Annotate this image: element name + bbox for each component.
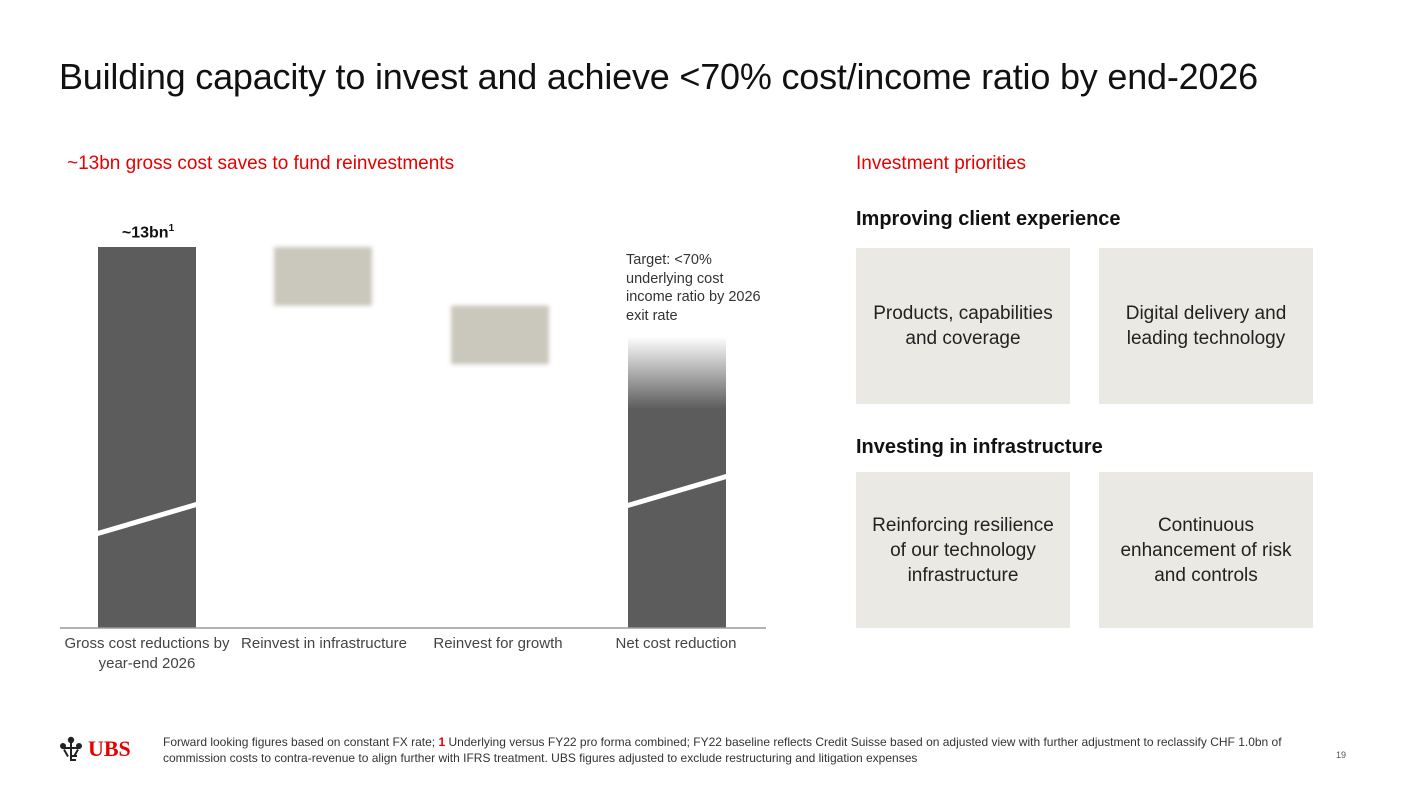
bar-1 [98,247,196,628]
axis-break-mark-2 [625,473,729,509]
group-heading-infrastructure: Investing in infrastructure [856,436,1103,458]
footnote: Forward looking figures based on constan… [163,734,1293,766]
bar-2 [274,247,372,306]
right-section-heading: Investment priorities [856,153,1027,174]
priority-box-digital: Digital delivery and leading technology [1099,248,1313,404]
priority-box-products: Products, capabilities and coverage [856,248,1070,404]
footnote-post: Underlying versus FY22 pro forma combine… [163,735,1282,765]
bar-3 [451,305,549,365]
total-value-text: ~13bn [121,224,169,242]
axis-break-mark-1 [95,501,199,537]
waterfall-chart [60,247,766,629]
total-value-label: ~13bn1 [98,223,198,242]
x-label-gross: Gross cost reductions by year-end 2026 [64,635,230,672]
x-label-net: Net cost reduction [615,635,737,652]
footnote-pre: Forward looking figures based on constan… [163,735,439,749]
target-annotation: Target: <70% underlying cost income rati… [626,252,761,324]
keys-icon [60,736,82,761]
page-title: Building capacity to invest and achieve … [59,56,1258,97]
logo-text: UBS [88,736,131,761]
x-label-growth: Reinvest for growth [433,635,563,652]
page-number: 19 [1336,750,1347,760]
priority-box-resilience: Reinforcing resilience of our technology… [856,472,1070,628]
x-label-infrastructure: Reinvest in infrastructure [241,635,407,652]
footnote-marker: 1 [438,735,446,749]
group-heading-client: Improving client experience [856,208,1121,230]
left-section-heading: ~13bn gross cost saves to fund reinvestm… [67,153,455,174]
total-footnote-marker: 1 [168,223,175,234]
ubs-logo: UBS [58,735,131,763]
priority-box-risk: Continuous enhancement of risk and contr… [1099,472,1313,628]
